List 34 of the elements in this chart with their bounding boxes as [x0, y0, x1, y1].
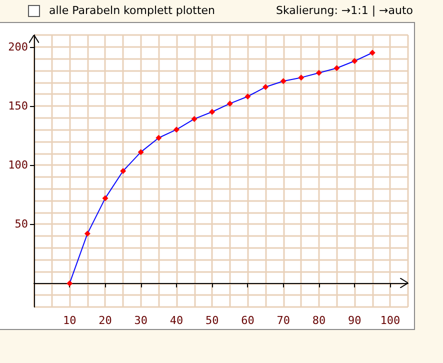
point [84, 230, 90, 237]
x-tick-label: 70 [276, 314, 290, 327]
point [262, 84, 269, 90]
x-tick-label: 90 [348, 314, 362, 327]
point [226, 100, 233, 107]
point [352, 58, 358, 64]
y-tick-label: 100 [8, 158, 28, 172]
point [298, 74, 304, 81]
x-tick-label: 100 [380, 314, 400, 327]
point [66, 280, 73, 286]
y-tick-label: 200 [8, 40, 28, 54]
point [209, 108, 216, 115]
text: alle Parabeln komplett plotten [49, 4, 216, 17]
x-tick-label: 10 [62, 314, 76, 327]
point [280, 78, 286, 84]
point [244, 93, 251, 100]
point [334, 65, 340, 72]
x-tick-label: 20 [98, 314, 112, 327]
point [173, 126, 180, 133]
x-tick-label: 40 [170, 314, 184, 327]
x-tick-label: 50 [205, 314, 219, 327]
x-tick-label: 60 [241, 314, 254, 327]
x-tick-label: 30 [134, 314, 148, 327]
text: Skalierung: →1:1 | →auto [276, 4, 413, 17]
point [369, 50, 376, 56]
y-tick-label: 50 [14, 218, 28, 231]
point [156, 134, 162, 141]
y-tick-label: 150 [8, 99, 28, 112]
point [138, 149, 144, 156]
point [120, 168, 126, 174]
point [102, 195, 108, 202]
x-tick-label: 80 [312, 314, 326, 327]
point [191, 116, 198, 122]
point [316, 70, 322, 76]
